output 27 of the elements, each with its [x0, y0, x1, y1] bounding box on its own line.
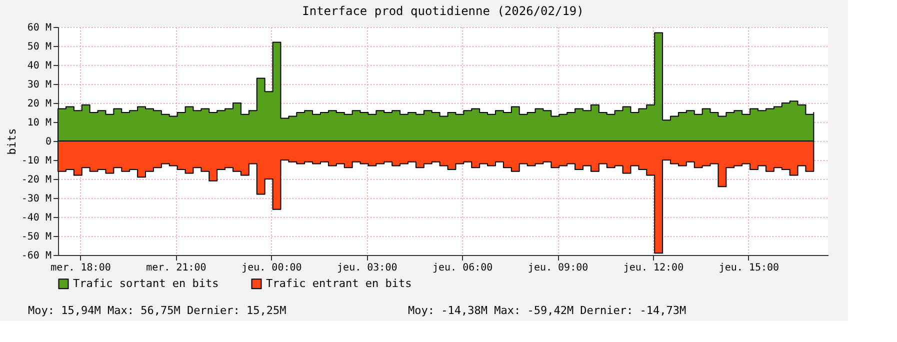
- x-tick-label: jeu. 06:00: [432, 262, 493, 274]
- y-tick-label: -50 M: [21, 232, 52, 242]
- x-tick-label: mer. 21:00: [146, 262, 206, 274]
- y-tick-label: 10 M: [27, 118, 52, 128]
- y-tick-label: 20 M: [27, 98, 52, 110]
- x-tick-label: mer. 18:00: [50, 262, 111, 274]
- y-tick-label: 60 M: [27, 22, 52, 34]
- x-tick-label: jeu. 00:00: [242, 262, 302, 274]
- y-tick-label: 50 M: [27, 42, 52, 52]
- chart-title: Interface prod quotidienne (2026/02/19): [302, 4, 584, 18]
- y-tick-label: 0: [45, 136, 52, 148]
- text: Moy: 15,94M Max: 56,75M Dernier: 15,25M: [28, 304, 287, 317]
- y-tick-label: 30 M: [27, 80, 52, 90]
- y-tick-label: -40 M: [21, 212, 52, 224]
- legend-label: Trafic sortant en bits: [73, 276, 219, 290]
- text: Moy: -14,38M Max: -59,42M Dernier: -14,73M: [408, 304, 687, 317]
- x-tick-label: jeu. 12:00: [623, 262, 684, 274]
- y-tick-label: -30 M: [21, 194, 52, 204]
- y-axis-title: bits: [5, 128, 18, 155]
- y-tick-label: 40 M: [27, 60, 52, 72]
- legend-label: Trafic entrant en bits: [266, 276, 412, 290]
- x-tick-label: jeu. 09:00: [528, 262, 588, 274]
- x-tick-label: jeu. 15:00: [718, 262, 780, 274]
- y-tick-label: -20 M: [21, 174, 52, 186]
- x-tick-label: jeu. 03:00: [337, 262, 398, 274]
- y-tick-label: -60 M: [21, 250, 52, 262]
- y-tick-label: -10 M: [21, 156, 52, 166]
